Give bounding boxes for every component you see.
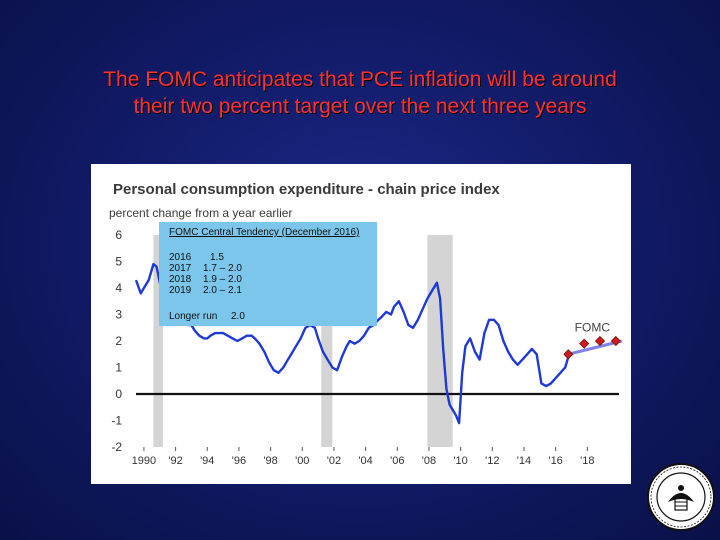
- recession-band: [153, 235, 163, 447]
- x-tick-label: '96: [232, 455, 246, 467]
- y-tick-label: 0: [115, 387, 122, 401]
- legend-title: FOMC Central Tendency (December 2016): [169, 227, 360, 238]
- chart-panel: Personal consumption expenditure - chain…: [91, 164, 631, 484]
- x-tick-label: 1990: [132, 455, 156, 467]
- legend-row-range: 1.9 – 2.0: [203, 274, 242, 285]
- legend-row-year: 2019: [169, 285, 192, 296]
- x-tick-label: '10: [453, 455, 467, 467]
- legend-row: 2019 2.0 – 2.1: [169, 285, 242, 296]
- x-tick-label: '08: [422, 455, 436, 467]
- y-tick-label: 2: [115, 334, 122, 348]
- slide-title-line-2: their two percent target over the next t…: [133, 95, 587, 118]
- x-tick-label: '14: [517, 455, 531, 467]
- legend-row: 2016 1.5: [169, 252, 224, 263]
- recession-band: [427, 235, 453, 447]
- fomc-projection-marker: [594, 335, 606, 347]
- y-tick-label: -2: [111, 440, 122, 454]
- legend-longer-run-value: 2.0: [231, 311, 245, 322]
- fomc-label: FOMC: [575, 321, 611, 335]
- x-tick-label: '00: [295, 455, 309, 467]
- x-tick-label: '16: [548, 455, 562, 467]
- x-tick-label: '06: [390, 455, 404, 467]
- legend-longer-run: Longer run 2.0: [169, 311, 245, 322]
- legend-row-range: 1.5: [210, 252, 224, 263]
- legend-row-year: 2016: [169, 252, 192, 263]
- slide-title: The FOMC anticipates that PCE inflation …: [20, 66, 700, 120]
- pce-chart: Personal consumption expenditure - chain…: [109, 181, 623, 467]
- y-tick-label: 1: [115, 361, 122, 375]
- legend-row-year: 2017: [169, 263, 192, 274]
- y-tick-label: -1: [111, 414, 122, 428]
- x-tick-label: '12: [485, 455, 499, 467]
- legend-row: 2017 1.7 – 2.0: [169, 263, 242, 274]
- fomc-projection-marker: [610, 335, 621, 347]
- chart-title: Personal consumption expenditure - chain…: [113, 181, 500, 198]
- pce-series-line: [134, 262, 570, 425]
- x-tick-label: '04: [358, 455, 372, 467]
- legend-row-year: 2018: [169, 274, 192, 285]
- fomc-projection-marker: [563, 349, 574, 360]
- fomc-projection-marker: [579, 338, 590, 349]
- x-tick-label: '18: [580, 455, 594, 467]
- legend-row-range: 1.7 – 2.0: [203, 263, 242, 274]
- fomc-central-tendency-box: FOMC Central Tendency (December 2016) 20…: [159, 222, 377, 326]
- fomc-range-line: [567, 339, 623, 356]
- federal-reserve-seal-icon: [647, 463, 715, 531]
- legend-longer-run-label: Longer run: [169, 311, 218, 322]
- y-axis-label: percent change from a year earlier: [109, 206, 292, 220]
- legend-row: 2018 1.9 – 2.0: [169, 274, 242, 285]
- x-tick-label: '92: [168, 455, 182, 467]
- y-tick-label: 4: [115, 281, 122, 295]
- x-tick-label: '98: [263, 455, 277, 467]
- recession-band: [321, 235, 333, 447]
- y-tick-label: 3: [115, 308, 122, 322]
- legend-row-range: 2.0 – 2.1: [203, 285, 242, 296]
- slide-title-line-1: The FOMC anticipates that PCE inflation …: [103, 68, 617, 91]
- x-tick-label: '94: [200, 455, 214, 467]
- y-tick-label: 6: [115, 228, 122, 242]
- x-tick-label: '02: [327, 455, 341, 467]
- y-tick-label: 5: [115, 255, 122, 269]
